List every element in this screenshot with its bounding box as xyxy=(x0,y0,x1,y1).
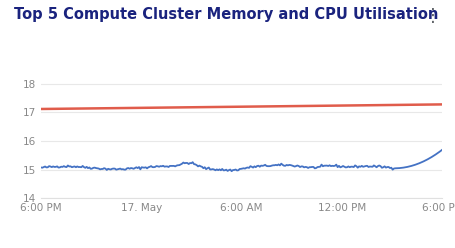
Text: Top 5 Compute Cluster Memory and CPU Utilisation: Top 5 Compute Cluster Memory and CPU Uti… xyxy=(14,7,437,22)
Text: ⋮: ⋮ xyxy=(424,7,441,26)
